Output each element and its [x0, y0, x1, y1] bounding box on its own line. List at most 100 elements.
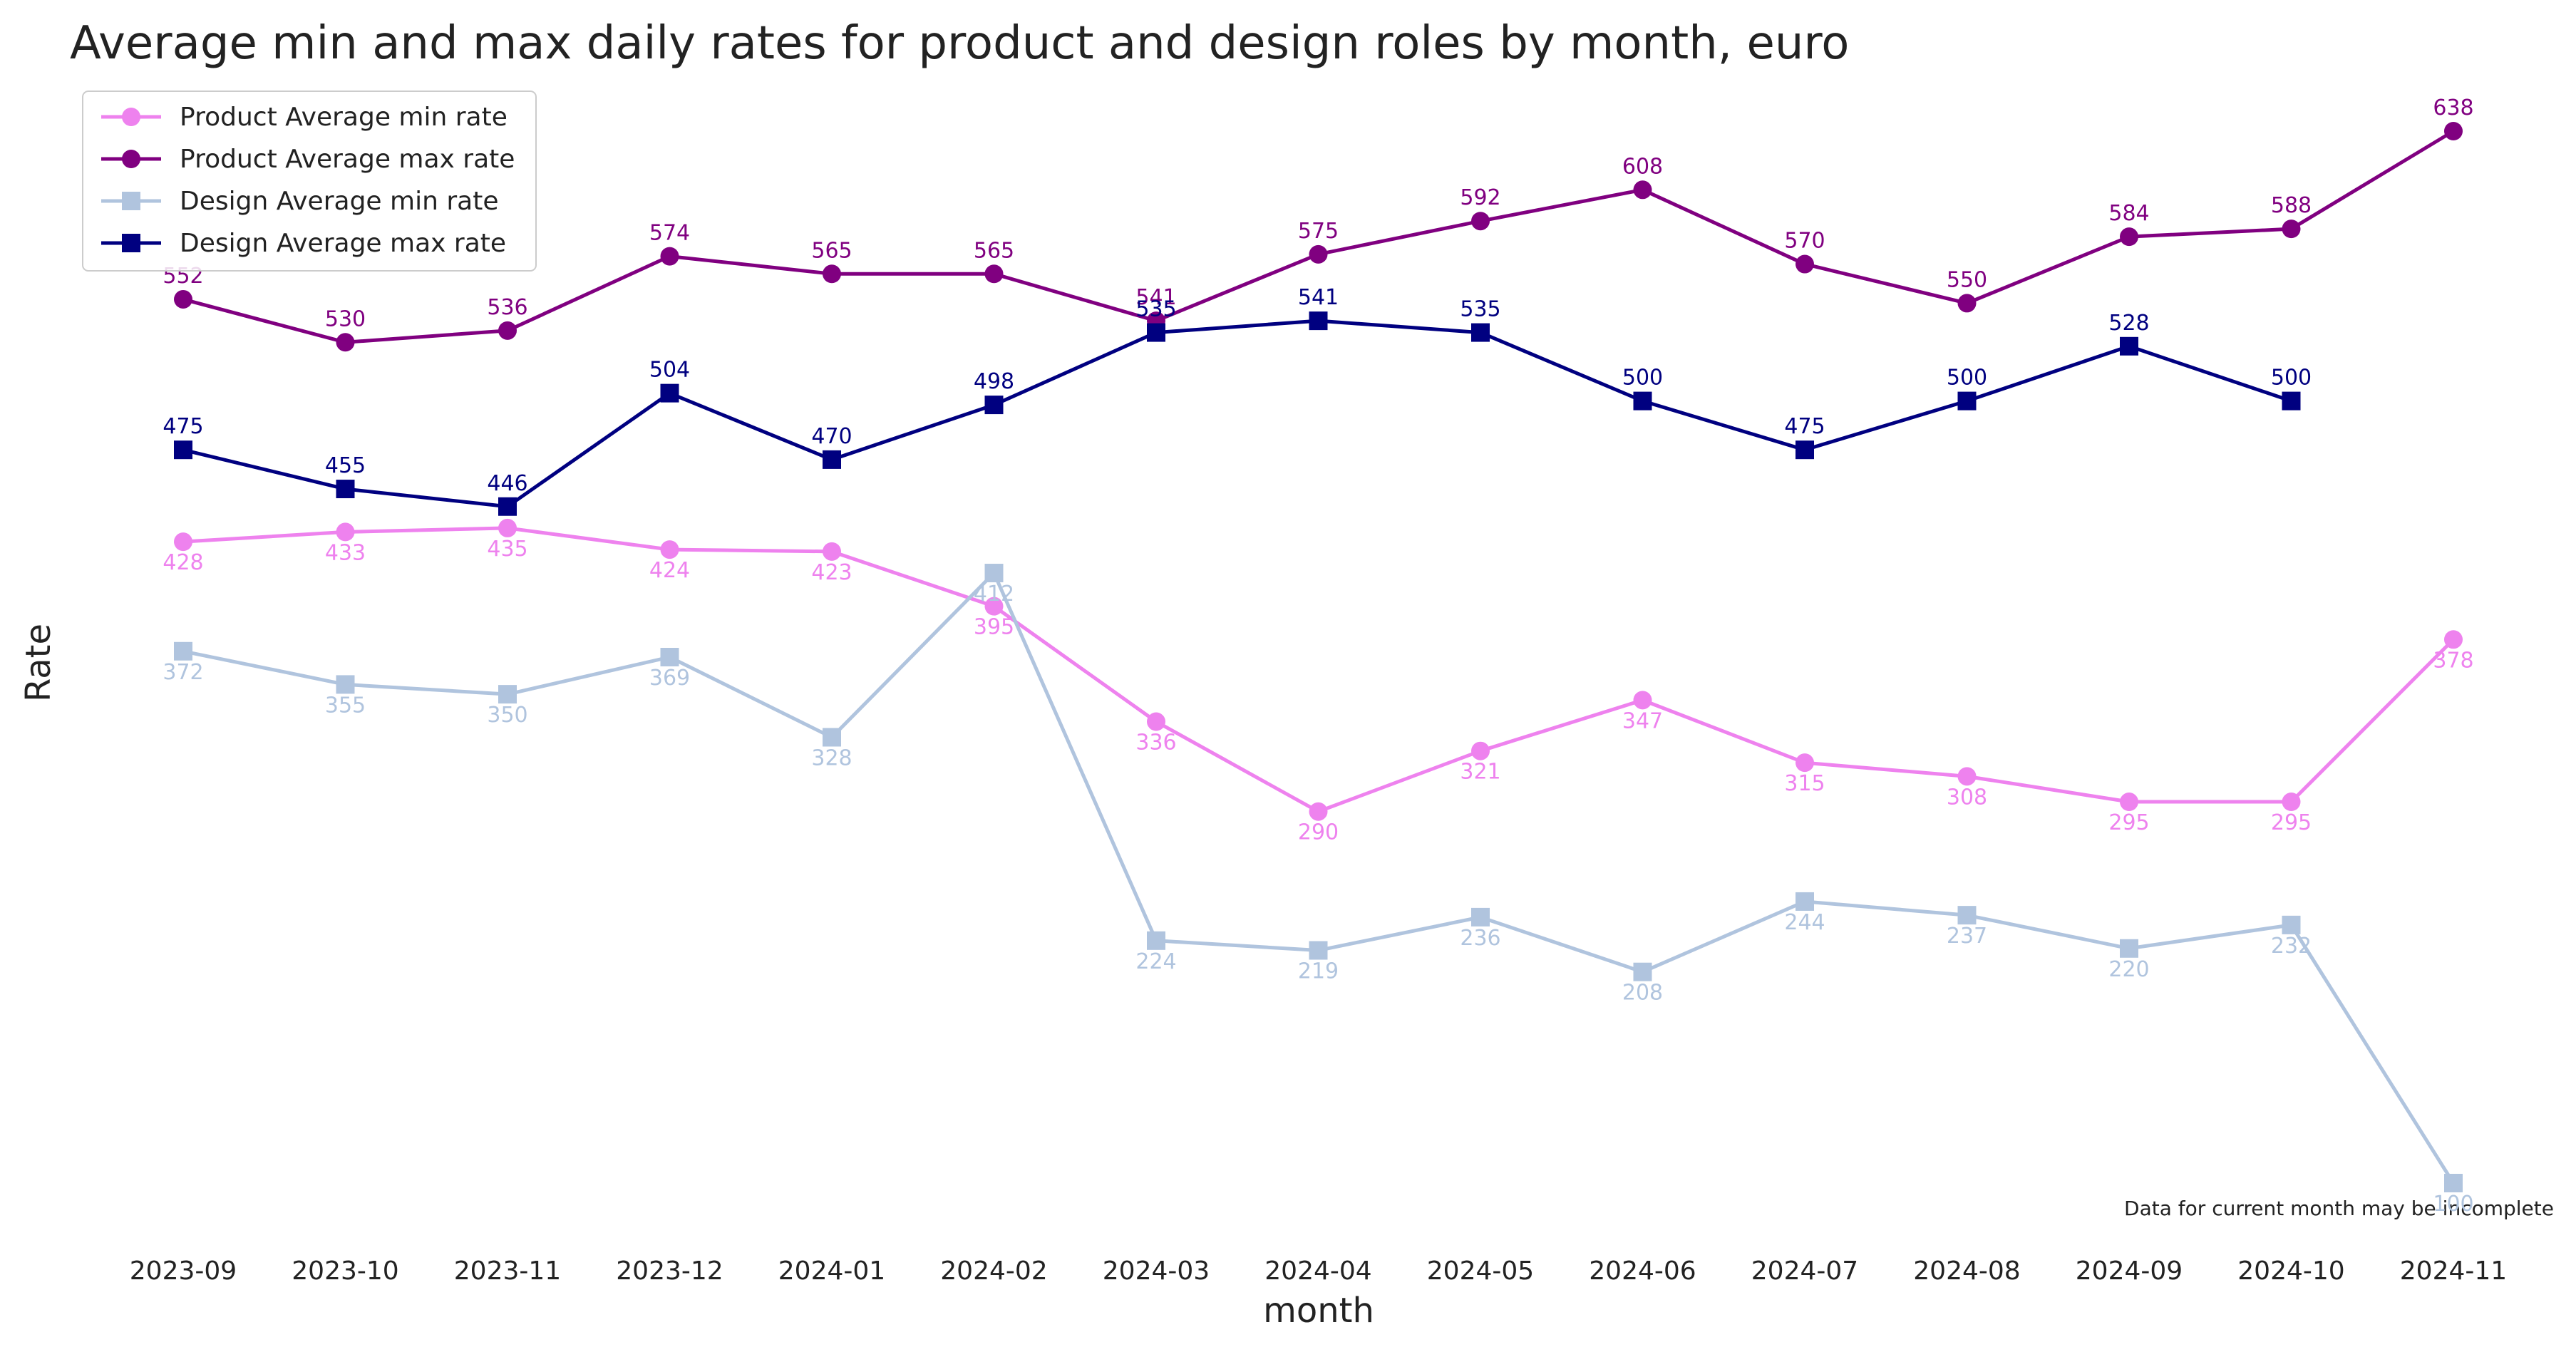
data-label: 565	[811, 238, 852, 263]
data-label: 295	[2271, 810, 2312, 835]
data-point	[1309, 311, 1328, 331]
data-point	[2444, 122, 2463, 140]
data-label: 455	[325, 453, 366, 478]
data-point	[2282, 793, 2301, 812]
data-label: 232	[2271, 934, 2312, 959]
data-label: 541	[1135, 285, 1176, 310]
data-label: 290	[1298, 820, 1339, 845]
data-point	[174, 289, 192, 309]
data-label: 424	[649, 558, 690, 583]
data-label: 475	[163, 414, 203, 439]
data-label: 308	[1947, 785, 1987, 810]
data-point	[1309, 941, 1328, 960]
data-label: 475	[1784, 414, 1825, 439]
series-product-average-min-rate: 428 433 435 424 423 395 336 290 321 347 315 308 295 2…	[163, 518, 2474, 845]
data-label: 504	[649, 358, 690, 383]
data-label: 219	[1298, 959, 1339, 984]
data-point	[2282, 391, 2301, 411]
data-point	[2444, 1174, 2463, 1192]
data-label: 500	[1947, 366, 1987, 391]
data-point	[1633, 180, 1652, 200]
data-label: 336	[1135, 731, 1176, 755]
data-point	[1633, 691, 1652, 710]
legend-label: Design Average min rate	[180, 187, 498, 216]
x-axis-label: month	[1263, 1291, 1374, 1331]
data-point	[336, 522, 355, 542]
x-tick-label: 2024-08	[1913, 1256, 2020, 1286]
data-point	[660, 540, 679, 559]
x-tick-label: 2024-01	[778, 1256, 885, 1286]
data-point	[1471, 323, 1490, 342]
data-label: 574	[649, 221, 690, 246]
x-tick-label: 2023-11	[454, 1256, 561, 1286]
data-label: 236	[1460, 926, 1500, 951]
data-point	[1471, 741, 1490, 760]
data-label: 295	[2108, 810, 2149, 835]
data-label: 350	[487, 703, 527, 728]
legend: Product Average min rate Product Average …	[82, 91, 537, 272]
data-point	[498, 497, 517, 516]
data-point	[1633, 962, 1652, 981]
data-label: 244	[1784, 910, 1825, 935]
legend-item: Design Average max rate	[101, 229, 506, 258]
data-label: 588	[2271, 193, 2312, 218]
legend-label: Product Average max rate	[180, 145, 515, 174]
data-point	[660, 648, 679, 666]
data-label: 315	[1784, 771, 1825, 796]
data-point	[174, 532, 192, 552]
data-label: 535	[1135, 297, 1176, 322]
data-label: 395	[974, 615, 1014, 640]
data-label: 550	[1947, 267, 1987, 292]
x-tick-label: 2023-12	[616, 1256, 723, 1286]
data-label: 372	[163, 660, 203, 685]
data-label: 530	[325, 306, 366, 331]
chart-title: Average min and max daily rates for prod…	[70, 17, 1849, 70]
data-label: 470	[811, 424, 852, 449]
data-point	[1957, 391, 1977, 411]
data-label: 592	[1460, 185, 1500, 210]
data-label: 500	[1622, 366, 1663, 391]
data-label: 536	[487, 295, 527, 320]
data-label: 528	[2108, 311, 2149, 336]
data-point	[498, 321, 517, 340]
data-point	[984, 564, 1004, 583]
data-point	[1957, 767, 1977, 786]
data-label: 584	[2108, 201, 2149, 226]
data-point	[2282, 915, 2301, 934]
data-point	[1796, 753, 1814, 773]
plot-area: 428 433 435 424 423 395 336 290 321 347 315 308 295 2…	[163, 96, 2473, 1217]
data-point	[1796, 254, 1814, 274]
data-point	[823, 264, 841, 284]
data-point	[2120, 227, 2138, 247]
x-tick-label: 2023-10	[292, 1256, 398, 1286]
data-label: 369	[649, 666, 690, 691]
data-point	[336, 333, 355, 352]
data-point	[1633, 391, 1652, 411]
x-tick-label: 2024-03	[1103, 1256, 1210, 1286]
data-label: 575	[1298, 219, 1339, 244]
data-label: 208	[1622, 981, 1663, 1006]
legend-marker	[122, 150, 140, 168]
data-point	[336, 480, 355, 499]
data-label: 423	[811, 560, 852, 585]
data-point	[984, 396, 1004, 415]
x-tick-label: 2024-06	[1589, 1256, 1696, 1286]
legend-box	[82, 91, 537, 272]
x-tick-label: 2024-07	[1751, 1256, 1858, 1286]
data-point	[1147, 323, 1165, 342]
data-point	[823, 728, 841, 747]
data-point	[174, 641, 192, 661]
data-label: 220	[2108, 957, 2149, 982]
data-point	[823, 450, 841, 469]
data-point	[1796, 440, 1814, 460]
data-label: 500	[2271, 366, 2312, 391]
x-tick-label: 2024-09	[2076, 1256, 2183, 1286]
data-label: 638	[2433, 96, 2473, 120]
series-design-average-min-rate: 372 355 350 369 328 412 224 219 236 208 244 237 220 2…	[163, 564, 2474, 1217]
data-point	[2444, 630, 2463, 649]
series-line	[182, 319, 2292, 509]
data-label: 541	[1298, 285, 1339, 310]
